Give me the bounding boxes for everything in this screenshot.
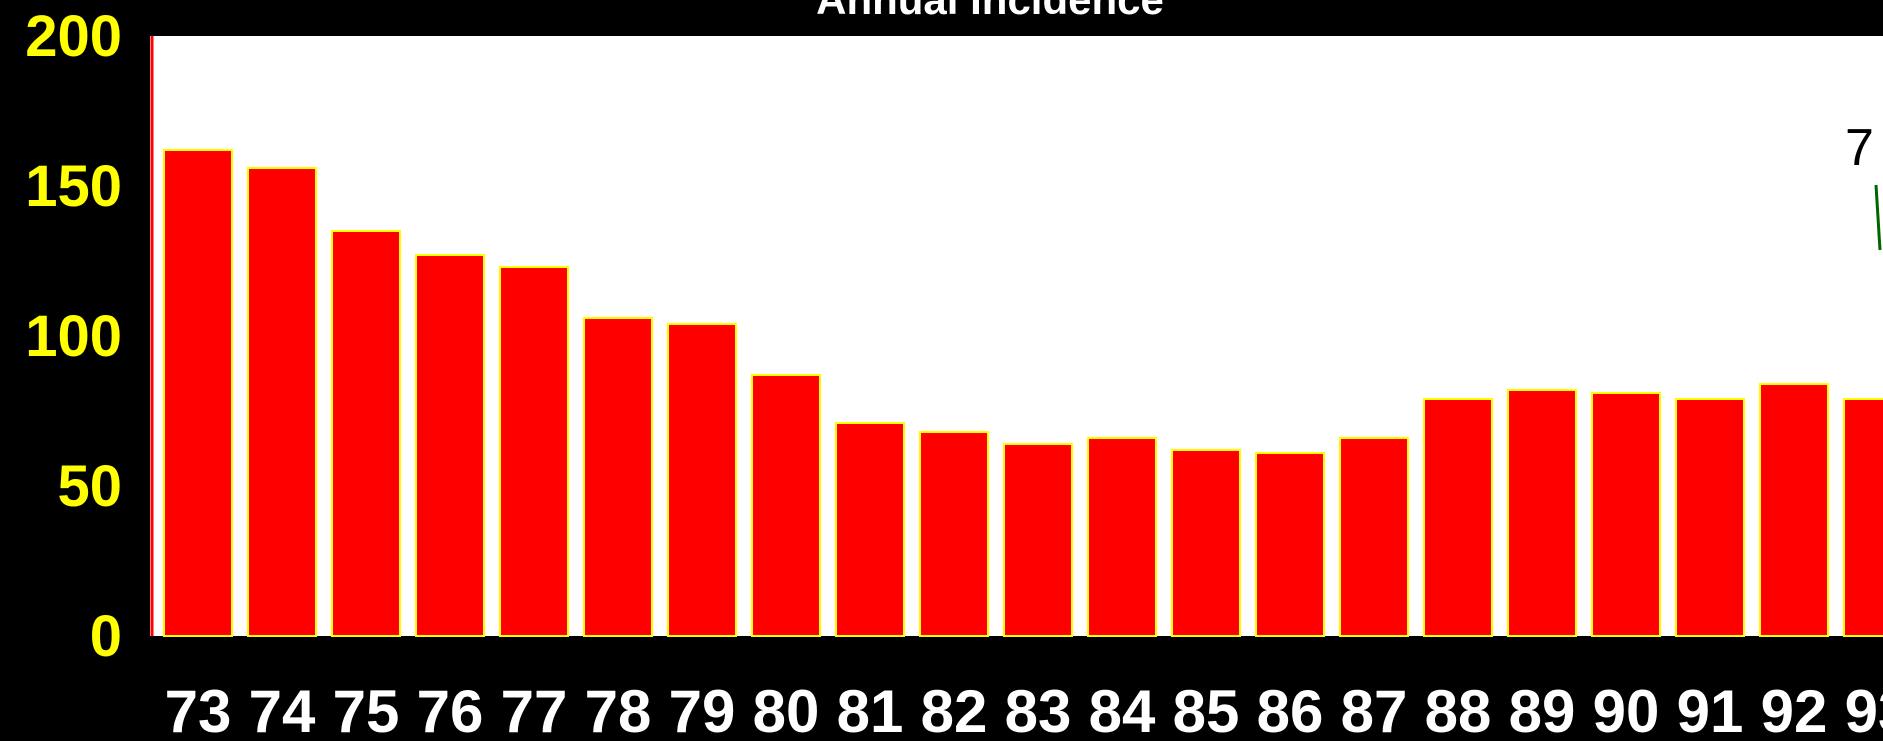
bar-79 xyxy=(667,323,737,637)
bar-84 xyxy=(1087,437,1157,637)
x-tick-label: 74 xyxy=(249,678,316,741)
x-tick-label: 87 xyxy=(1341,678,1408,741)
x-tick-label: 81 xyxy=(837,678,904,741)
x-tick-label: 77 xyxy=(501,678,568,741)
bar-82 xyxy=(919,431,989,637)
x-tick-label: 86 xyxy=(1257,678,1324,741)
bar-86 xyxy=(1255,452,1325,637)
bar-90 xyxy=(1591,392,1661,637)
bar-73 xyxy=(163,149,233,637)
y-tick-label: 0 xyxy=(90,604,122,669)
bar-92 xyxy=(1759,383,1829,637)
y-tick-label: 150 xyxy=(25,154,122,219)
bar-76 xyxy=(415,254,485,637)
bar-74 xyxy=(247,167,317,637)
annotation-label: 7 xyxy=(1845,119,1874,177)
bar-88 xyxy=(1423,398,1493,637)
bar-75 xyxy=(331,230,401,637)
x-tick-label: 78 xyxy=(585,678,652,741)
bar-85 xyxy=(1171,449,1241,637)
y-tick-label: 100 xyxy=(25,304,122,369)
x-tick-label: 84 xyxy=(1089,678,1156,741)
bar-91 xyxy=(1675,398,1745,637)
x-tick-label: 85 xyxy=(1173,678,1240,741)
x-tick-label: 75 xyxy=(333,678,400,741)
x-tick-label: 73 xyxy=(165,678,232,741)
bar-93 xyxy=(1843,398,1883,637)
x-tick-label: 92 xyxy=(1761,678,1828,741)
y-tick-label: 200 xyxy=(25,4,122,69)
x-tick-label: 93 xyxy=(1845,678,1883,741)
x-tick-label: 83 xyxy=(1005,678,1072,741)
x-tick-label: 76 xyxy=(417,678,484,741)
bar-77 xyxy=(499,266,569,637)
bar-78 xyxy=(583,317,653,637)
bar-81 xyxy=(835,422,905,637)
x-tick-label: 82 xyxy=(921,678,988,741)
bar-87 xyxy=(1339,437,1409,637)
x-tick-label: 88 xyxy=(1425,678,1492,741)
bars-group xyxy=(163,149,1883,637)
chart-title: Annual Incidence xyxy=(816,0,1164,23)
bar-89 xyxy=(1507,389,1577,637)
bar-80 xyxy=(751,374,821,637)
y-tick-label: 50 xyxy=(57,454,122,519)
x-tick-label: 89 xyxy=(1509,678,1576,741)
y-ticks-group: 0 50 100 150 200 xyxy=(25,4,122,669)
x-tick-label: 91 xyxy=(1677,678,1744,741)
bar-83 xyxy=(1003,443,1073,637)
x-tick-label: 90 xyxy=(1593,678,1660,741)
x-tick-label: 80 xyxy=(753,678,820,741)
annotation-pointer xyxy=(1874,184,1882,251)
x-ticks-group: 73 74 75 76 77 78 79 80 81 82 83 84 85 86 87 88 89 90 91 92… xyxy=(165,678,1883,741)
x-tick-label: 79 xyxy=(669,678,736,741)
